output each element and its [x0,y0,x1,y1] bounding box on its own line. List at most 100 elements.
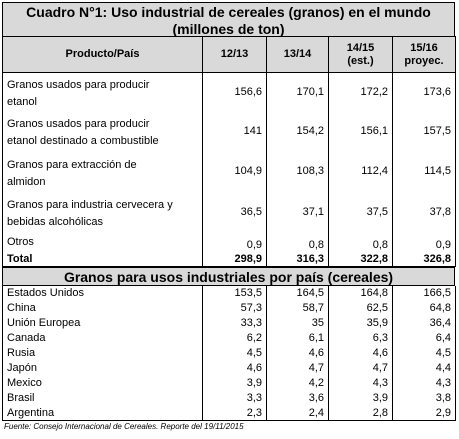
country-label: Japón [2,360,203,376]
country-label: Rusia [2,345,203,361]
cell-value: 104,9 [202,151,267,193]
cell-value: 57,3 [202,300,267,316]
cell-value: 64,8 [392,300,456,316]
row-label: Granos usados para producir etanol destin… [2,112,203,152]
cell-value: 157,5 [392,112,456,152]
cell-value: 6,3 [328,330,393,346]
cell-value: 37,5 [328,192,393,233]
cell-value: 4,6 [328,345,393,361]
cell-value: 4,6 [266,345,329,361]
row-label: Otros [2,232,203,253]
cell-value: 0,9 [392,232,456,253]
cell-value: 112,4 [328,151,393,193]
cell-value: 4,6 [202,360,267,376]
row-label-line-2: bebidas alcohólicas [7,215,104,228]
country-label: Mexico [2,375,203,391]
table-row: Granos para extracción de almidon 104,9 1… [2,151,456,193]
table-row: Otros 0,9 0,8 0,8 0,9 [2,232,456,253]
row-label-line-1: Granos usados para producir [7,117,150,130]
table-row: Canada 6,2 6,1 6,3 6,4 [2,330,456,346]
country-label: Estados Unidos [2,285,203,301]
country-label: Argentina [2,405,203,421]
cell-value: 173,6 [392,72,456,113]
country-label: China [2,300,203,316]
cell-value: 170,1 [266,72,329,113]
table-row: Brasil 3,3 3,6 3,9 3,8 [2,390,456,406]
section-2-title: Granos para usos industriales por país (… [2,266,455,286]
cell-value: 4,3 [328,375,393,391]
cell-value: 3,6 [266,390,329,406]
cell-value: 172,2 [328,72,393,113]
cell-value: 166,5 [392,285,456,301]
row-label-line-1: Granos para extracción de [7,158,137,171]
cell-value: 3,9 [328,390,393,406]
table-row: Japón 4,6 4,7 4,7 4,4 [2,360,456,376]
row-label-line-1: Granos usados para producir [7,78,150,91]
cell-value: 2,9 [392,405,456,421]
row-label: Granos para extracción de almidon [2,151,203,193]
country-label: Unión Europea [2,315,203,331]
table-frame: Cuadro N°1: Uso industrial de cereales (… [2,2,456,431]
cell-value: 62,5 [328,300,393,316]
cell-value: 2,8 [328,405,393,421]
header-year-3-line-1: 14/15 [346,41,375,54]
table-row: Granos usados para producir etanol 156,6 … [2,72,456,113]
row-label-line-2: etanol destinado a combustible [7,134,159,147]
header-year-3: 14/15 (est.) [328,36,393,73]
total-value: 298,9 [202,252,267,267]
cell-value: 37,1 [266,192,329,233]
row-label-line-2: almidon [7,175,46,188]
table-row: China 57,3 58,7 62,5 64,8 [2,300,456,316]
header-row: Producto/País 12/13 13/14 14/15 (est.) 15… [2,36,456,73]
cell-value: 4,2 [266,375,329,391]
row-label-line-2: etanol [7,95,37,108]
cell-value: 114,5 [392,151,456,193]
row-label: Granos para industria cervecera y bebidas… [2,192,203,233]
cell-value: 108,3 [266,151,329,193]
table-title: Cuadro N°1: Uso industrial de cereales (… [2,2,455,37]
cell-value: 4,7 [328,360,393,376]
countries-table: Estados Unidos 153,5 164,5 164,8 166,5 China… [2,285,456,421]
header-year-4-line-1: 15/16 [410,41,438,54]
title-line-1: Cuadro N°1: Uso industrial de cereales (… [26,4,431,20]
cell-value: 2,4 [266,405,329,421]
table-row: Unión Europea 33,3 35 35,9 36,4 [2,315,456,331]
cell-value: 35 [266,315,329,331]
title-line-2: (millones de ton) [172,21,285,37]
cell-value: 6,1 [266,330,329,346]
cell-value: 4,7 [266,360,329,376]
table-row: Argentina 2,3 2,4 2,8 2,9 [2,405,456,421]
total-value: 326,8 [392,252,456,267]
cell-value: 4,5 [392,345,456,361]
cell-value: 141 [202,112,267,152]
cell-value: 4,5 [202,345,267,361]
cell-value: 0,8 [266,232,329,253]
cell-value: 0,8 [328,232,393,253]
cell-value: 3,3 [202,390,267,406]
cell-value: 6,2 [202,330,267,346]
cell-value: 154,2 [266,112,329,152]
table-row: Estados Unidos 153,5 164,5 164,8 166,5 [2,285,456,301]
cell-value: 36,4 [392,315,456,331]
total-row: Total 298,9 316,3 322,8 326,8 [2,252,456,267]
cell-value: 58,7 [266,300,329,316]
cell-value: 0,9 [202,232,267,253]
header-year-1: 12/13 [202,36,267,73]
cell-value: 4,3 [392,375,456,391]
cell-value: 33,3 [202,315,267,331]
cell-value: 35,9 [328,315,393,331]
cell-value: 4,4 [392,360,456,376]
cell-value: 164,5 [266,285,329,301]
products-table: Producto/País 12/13 13/14 14/15 (est.) 15… [2,36,456,267]
table-row: Rusia 4,5 4,6 4,6 4,5 [2,345,456,361]
header-year-4-line-2: proyec. [404,54,444,67]
header-year-3-line-2: (est.) [347,54,374,67]
cell-value: 3,8 [392,390,456,406]
table-row: Granos para industria cervecera y bebidas… [2,192,456,233]
header-year-2: 13/14 [266,36,329,73]
row-label: Granos usados para producir etanol [2,72,203,113]
header-product: Producto/País [2,36,203,73]
cell-value: 3,9 [202,375,267,391]
table-row: Granos usados para producir etanol destin… [2,112,456,152]
total-label: Total [2,252,203,267]
